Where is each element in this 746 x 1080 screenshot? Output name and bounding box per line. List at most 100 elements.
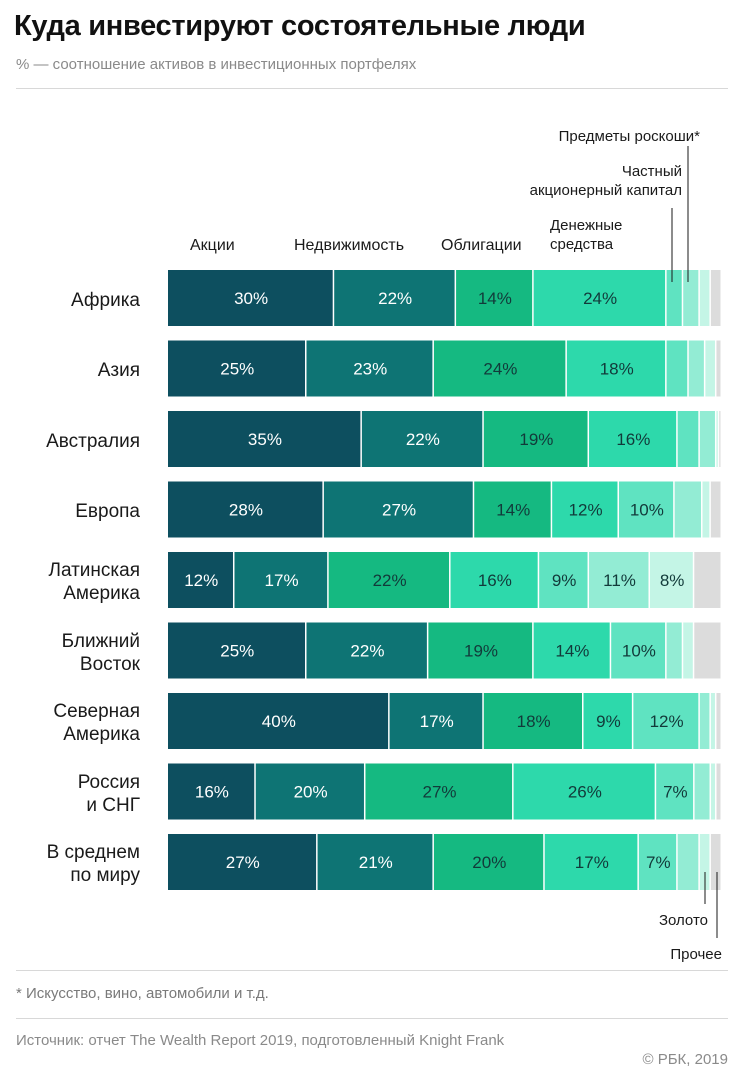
bar-segment	[168, 834, 317, 890]
data-label: 20%	[472, 853, 506, 872]
bar-segment	[677, 411, 699, 467]
data-label: 17%	[420, 712, 454, 731]
data-label: 17%	[265, 571, 299, 590]
bar-segment	[306, 340, 433, 397]
bar-segment	[456, 270, 533, 326]
bar-segment	[699, 693, 710, 749]
bar-segment	[433, 340, 566, 397]
data-label: 30%	[234, 289, 268, 308]
bar-segment	[677, 834, 699, 890]
data-label: 19%	[519, 430, 553, 449]
bar-segment	[450, 552, 538, 608]
bar-segment	[694, 552, 721, 608]
bar-segment	[255, 763, 364, 820]
bar-segment	[589, 552, 649, 608]
annotation-private-equity: Частный акционерный капитал	[529, 163, 682, 199]
bar-segment	[168, 693, 389, 749]
data-label: 27%	[226, 853, 260, 872]
data-label: 14%	[555, 642, 589, 661]
bar-segment	[666, 270, 682, 326]
bar-segment	[566, 340, 666, 397]
data-label: 12%	[650, 712, 684, 731]
bar-segment	[710, 270, 721, 326]
bar-segment	[683, 622, 693, 679]
bar-segment	[474, 481, 551, 538]
top-divider	[16, 88, 728, 89]
bar-segment	[168, 270, 333, 326]
bar-segment	[711, 763, 716, 820]
bar-segment	[323, 481, 473, 538]
bar-segment	[710, 834, 721, 890]
row-label: Северная Америка	[53, 701, 140, 745]
data-label: 11%	[603, 571, 636, 590]
bar-segment	[719, 411, 721, 467]
bar-segment	[710, 481, 721, 538]
data-label: 25%	[220, 642, 254, 661]
data-label: 16%	[478, 571, 512, 590]
bar-segment	[694, 622, 721, 679]
data-label: 25%	[220, 360, 254, 379]
bar-segment	[611, 622, 666, 679]
footnote-divider	[16, 970, 728, 971]
data-label: 28%	[229, 501, 263, 520]
bar-segment	[666, 622, 682, 679]
data-label: 27%	[422, 783, 456, 802]
data-label: 18%	[600, 360, 634, 379]
data-label: 24%	[583, 289, 617, 308]
bar-segment	[674, 481, 702, 538]
bar-segment	[716, 340, 721, 397]
bar-segment	[666, 340, 688, 397]
data-label: 22%	[378, 289, 412, 308]
data-label: 17%	[575, 853, 609, 872]
bar-segment	[716, 693, 721, 749]
legend-label: Недвижимость	[294, 237, 405, 254]
data-label: 22%	[350, 642, 384, 661]
bar-segment	[361, 411, 483, 467]
bar-segment	[618, 481, 674, 538]
row-label: Австралия	[46, 430, 140, 452]
annotation-luxury: Предметы роскоши*	[558, 128, 700, 145]
data-label: 20%	[294, 783, 328, 802]
row-label: Россия и СНГ	[77, 771, 140, 816]
bar-segment	[433, 834, 544, 890]
data-label: 22%	[373, 571, 407, 590]
row-label: В среднем по миру	[46, 842, 140, 886]
data-label: 12%	[184, 571, 218, 590]
bar-segment	[633, 693, 699, 749]
bar-segment	[168, 552, 233, 608]
bar-segment	[694, 763, 710, 820]
legend-label: Облигации	[441, 237, 522, 254]
data-label: 23%	[353, 360, 387, 379]
data-label: 35%	[248, 430, 282, 449]
data-label: 24%	[483, 360, 517, 379]
bar-segment	[688, 340, 704, 397]
source-note: Источник: отчет The Wealth Report 2019, …	[16, 1032, 505, 1049]
bar-segment	[716, 411, 718, 467]
data-label: 14%	[496, 501, 530, 520]
bar-segment	[699, 834, 710, 890]
bar-segment	[589, 411, 677, 467]
bar-segment	[389, 693, 483, 749]
data-label: 26%	[568, 783, 602, 802]
bar-segment	[483, 693, 582, 749]
bar-segment	[428, 622, 533, 679]
data-label: 27%	[382, 501, 416, 520]
bar-segment	[552, 481, 618, 538]
bar-segment	[168, 622, 305, 679]
bar-segment	[638, 834, 677, 890]
chart-subtitle: % — соотношение активов в инвестиционных…	[16, 56, 417, 73]
data-label: 18%	[517, 712, 551, 731]
bar-segment	[168, 763, 255, 820]
bar-segment	[539, 552, 588, 608]
bottom-divider	[16, 1018, 728, 1019]
bar-segment	[702, 481, 710, 538]
bar-segment	[317, 834, 433, 890]
row-label: Латинская Америка	[48, 560, 140, 604]
bar-segment	[234, 552, 328, 608]
bar-segment	[168, 340, 305, 397]
bar-segment	[544, 834, 638, 890]
data-label: 16%	[616, 430, 650, 449]
data-label: 40%	[262, 712, 296, 731]
legend-label: Акции	[190, 237, 235, 254]
data-label: 14%	[478, 289, 512, 308]
